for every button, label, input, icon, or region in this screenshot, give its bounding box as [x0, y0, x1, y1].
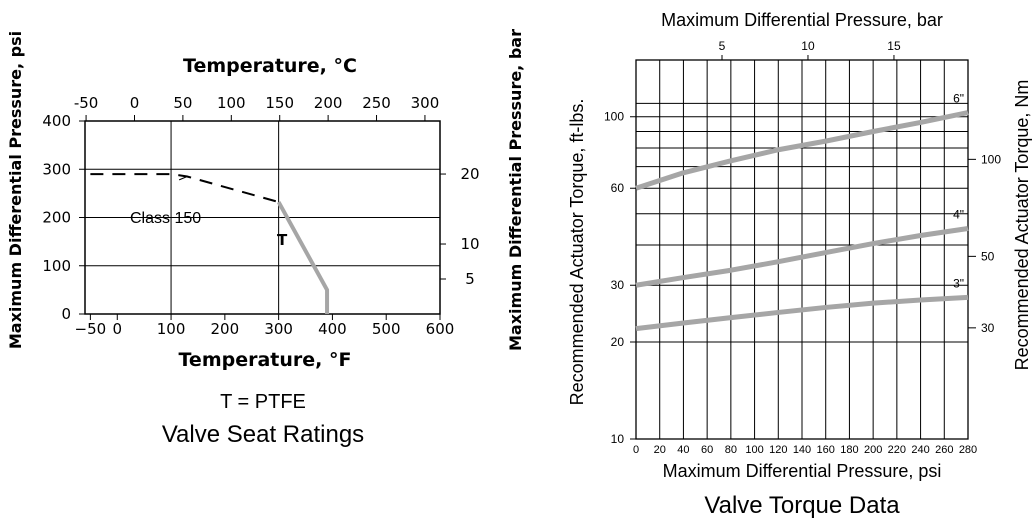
x-tick-label-f: 100: [157, 320, 186, 338]
seat-ratings-ylabel-left: Maximum Differential Pressure, psi: [6, 31, 25, 349]
torque-line-6in-label: 6": [953, 92, 964, 106]
x-tick-label-bar: 15: [887, 39, 901, 53]
torque-grid: [636, 60, 968, 439]
x-tick-label-f: 300: [264, 320, 293, 338]
torque-chart: 6" 4" 3" 0 20 40 60 80 100 120 140 160 180 200 220 240…: [567, 10, 1032, 519]
torque-line-4in: [635, 226, 969, 288]
class-150-line: [90, 173, 279, 204]
torque-xlabel-top: Maximum Differential Pressure, bar: [661, 10, 943, 30]
y-tick-label-ftlbs: 60: [611, 181, 625, 195]
x-tick-label-c: 150: [265, 94, 294, 112]
x-tick-label-psi: 100: [745, 444, 763, 456]
class-150-annotation: Class 150: [130, 210, 201, 227]
torque-ylabel-left: Recommended Actuator Torque, ft-lbs.: [567, 99, 587, 406]
y-tick-label-ftlbs: 100: [604, 110, 624, 124]
x-tick-label-f: 200: [211, 320, 240, 338]
torque-line-4in-label: 4": [953, 207, 964, 221]
y-tick-label-psi: 200: [42, 209, 71, 227]
seat-ratings-series: [90, 173, 330, 314]
x-tick-label-psi: 220: [888, 444, 906, 456]
y-tick-label-psi: 400: [42, 112, 71, 130]
x-tick-label-c: 200: [314, 94, 343, 112]
x-tick-label-psi: 180: [840, 444, 858, 456]
seat-ratings-ticks: −50 0 100 200 300 400 500 600-50 0 50 100 150 200 250…: [42, 94, 479, 338]
torque-line-3in-label: 3": [953, 276, 964, 290]
x-tick-label-f: 600: [426, 320, 455, 338]
x-tick-label-psi: 280: [959, 444, 977, 456]
x-tick-label-psi: 120: [769, 444, 787, 456]
x-tick-label-f: 0: [112, 320, 122, 338]
x-tick-label-psi: 260: [935, 444, 953, 456]
y-tick-label-nm: 50: [981, 249, 995, 263]
seat-ratings-xlabel-bottom: Temperature, °F: [179, 349, 352, 371]
seat-ratings-chart: −50 0 100 200 300 400 500 600-50 0 50 100 150 200 250…: [6, 29, 525, 448]
x-tick-label-psi: 60: [701, 444, 713, 456]
x-tick-label-f: 400: [318, 320, 347, 338]
x-tick-label-c: 50: [173, 94, 192, 112]
seat-ratings-title: Valve Seat Ratings: [162, 421, 364, 448]
x-tick-label-psi: 40: [677, 444, 689, 456]
x-tick-label-c: -50: [74, 94, 99, 112]
x-tick-label-c: 0: [130, 94, 140, 112]
y-tick-label-ftlbs: 20: [611, 335, 625, 349]
x-tick-label-bar: 5: [719, 39, 726, 53]
y-tick-label-psi: 100: [42, 257, 71, 275]
class-150-leader: [178, 176, 188, 181]
seat-ratings-ylabel-right: Maximum Differential Pressure, bar: [506, 29, 525, 351]
x-tick-label-c: 300: [411, 94, 440, 112]
seat-ratings-grid: [85, 121, 440, 314]
seat-ratings-subtitle: T = PTFE: [220, 391, 306, 413]
x-tick-label-c: 250: [362, 94, 391, 112]
x-tick-label-psi: 200: [864, 444, 882, 456]
x-tick-label-f: 500: [372, 320, 401, 338]
y-tick-label-bar: 10: [460, 235, 479, 253]
torque-ylabel-right: Recommended Actuator Torque, Nm: [1012, 80, 1032, 371]
torque-ticks: 0 20 40 60 80 100 120 140 160 180 200 220 240 260 280 5…: [604, 39, 1001, 456]
x-tick-label-c: 100: [217, 94, 246, 112]
y-tick-label-bar: 20: [460, 165, 479, 183]
x-tick-label-psi: 240: [911, 444, 929, 456]
y-tick-label-ftlbs: 10: [611, 432, 625, 446]
x-tick-label-psi: 80: [725, 444, 737, 456]
torque-xlabel-bottom: Maximum Differential Pressure, psi: [663, 461, 942, 481]
x-tick-label-f: −50: [75, 320, 107, 338]
x-tick-label-psi: 20: [654, 444, 666, 456]
x-tick-label-bar: 10: [801, 39, 815, 53]
y-tick-label-ftlbs: 30: [611, 278, 625, 292]
torque-line-6in: [635, 110, 969, 191]
ptfe-line: [276, 201, 330, 314]
ptfe-annotation: T: [277, 231, 288, 249]
y-tick-label-nm: 30: [981, 321, 995, 335]
seat-ratings-xlabel-top: Temperature, °C: [183, 55, 357, 77]
torque-title: Valve Torque Data: [704, 492, 900, 519]
x-tick-label-psi: 140: [793, 444, 811, 456]
y-tick-label-psi: 300: [42, 160, 71, 178]
y-tick-label-nm: 100: [981, 152, 1001, 166]
x-tick-label-psi: 160: [817, 444, 835, 456]
y-tick-label-bar: 5: [465, 270, 475, 288]
x-tick-label-psi: 0: [633, 444, 639, 456]
torque-line-3in: [635, 294, 969, 332]
torque-series: 6" 4" 3": [635, 92, 969, 332]
y-tick-label-psi: 0: [61, 305, 71, 323]
